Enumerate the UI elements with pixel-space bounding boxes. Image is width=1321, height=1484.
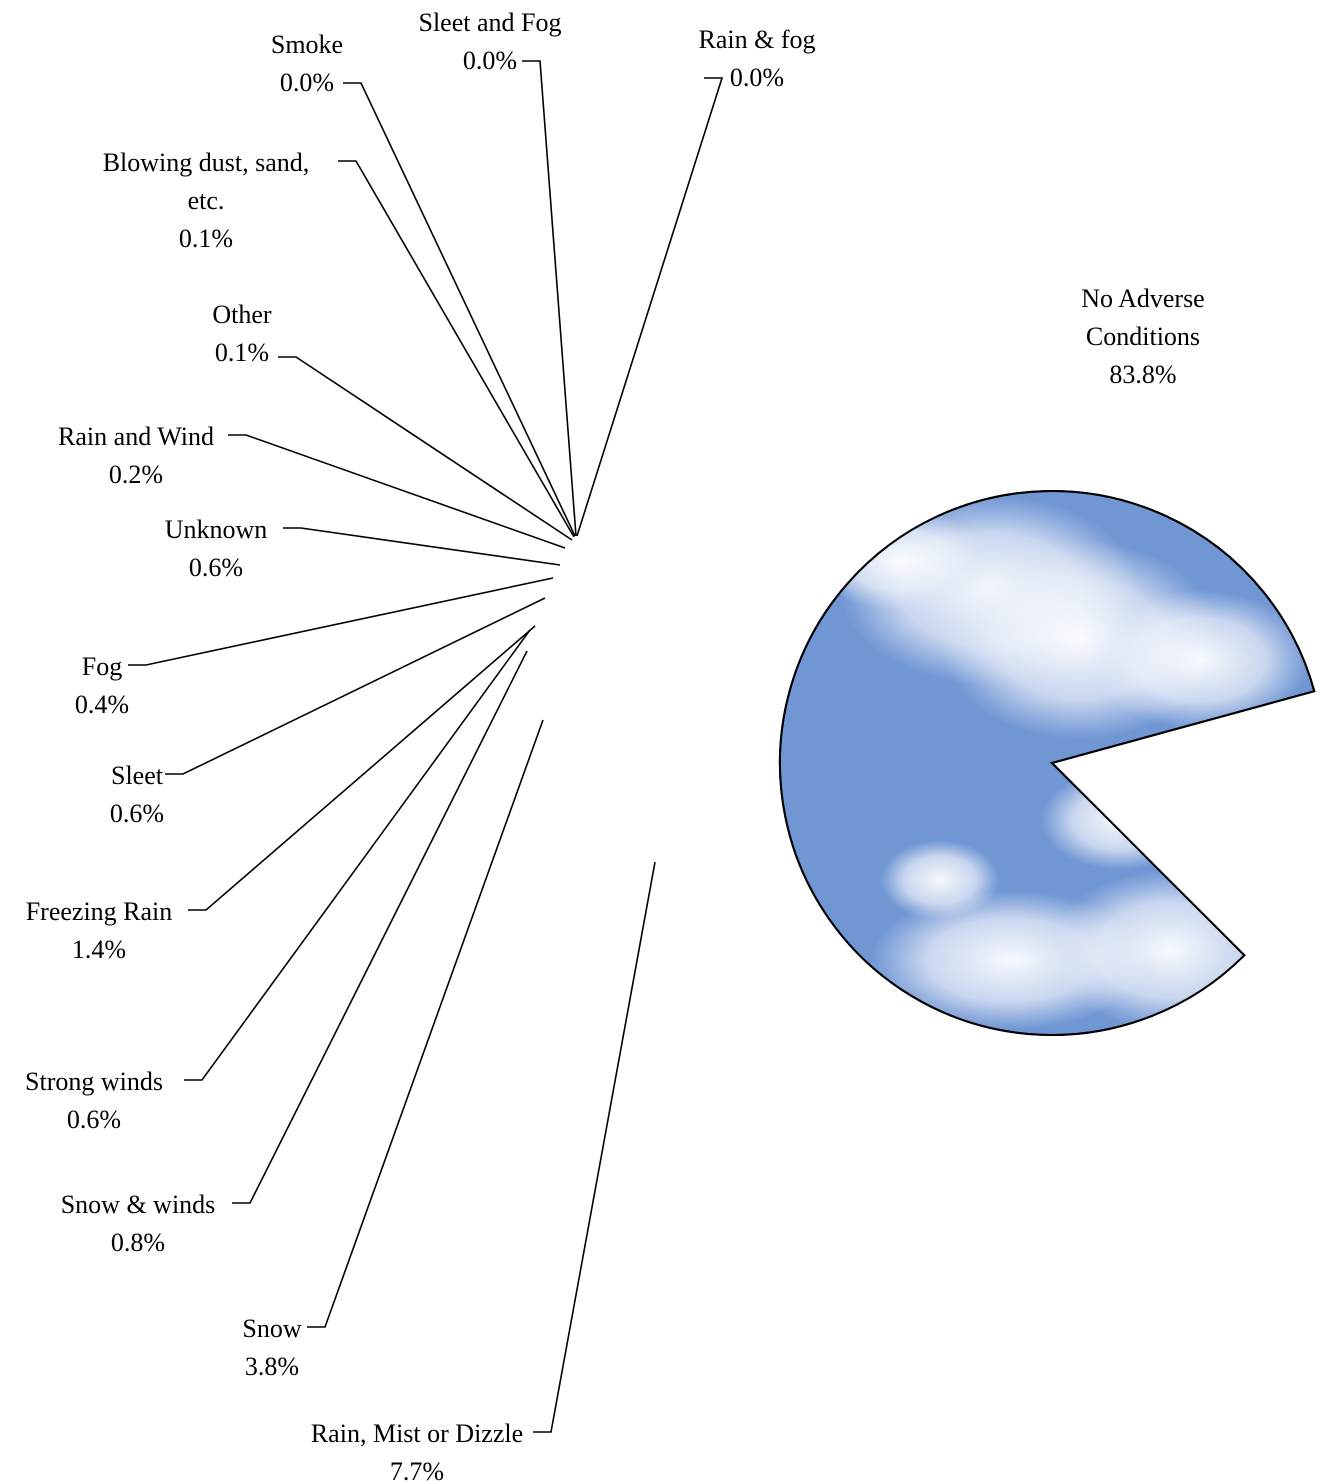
leader-line-other bbox=[278, 356, 573, 541]
leader-line-smoke bbox=[343, 82, 576, 537]
leader-line-sleet-and-fog bbox=[522, 60, 577, 537]
data-label-name: Smoke bbox=[271, 30, 343, 59]
data-label-name: Unknown bbox=[165, 515, 268, 544]
data-label-name: Rain & fog bbox=[699, 25, 816, 54]
leader-line-snow-winds bbox=[232, 650, 528, 1204]
data-label-name: Other bbox=[212, 300, 272, 329]
data-label-value: 0.0% bbox=[730, 63, 784, 92]
data-label-name: Freezing Rain bbox=[26, 897, 173, 926]
data-label-value: 0.0% bbox=[280, 68, 334, 97]
leader-line-freezing-rain bbox=[188, 625, 536, 911]
data-label-rain-mist-or-dizzle: Rain, Mist or Dizzle 7.7% bbox=[311, 1419, 523, 1484]
data-label-other: Other 0.1% bbox=[212, 300, 272, 367]
data-label-snow-winds: Snow & winds 0.8% bbox=[61, 1190, 216, 1257]
data-label-sleet-and-fog: Sleet and Fog 0.0% bbox=[419, 8, 562, 75]
data-label-rain-fog: Rain & fog 0.0% bbox=[699, 25, 816, 92]
data-label-name: No Adverse bbox=[1081, 284, 1204, 313]
leader-line-rain-mist-or-dizzle bbox=[533, 861, 656, 1433]
data-label-name: Strong winds bbox=[25, 1067, 163, 1096]
data-label-strong-winds: Strong winds 0.6% bbox=[25, 1067, 163, 1134]
data-label-name: Fog bbox=[82, 652, 122, 681]
leader-line-strong-winds bbox=[184, 629, 531, 1081]
outline-layer bbox=[778, 489, 1316, 1036]
data-label-name: Conditions bbox=[1086, 322, 1200, 351]
leader-line-snow bbox=[307, 719, 544, 1328]
data-label-value: 0.6% bbox=[110, 799, 164, 828]
data-label-value: 0.0% bbox=[463, 46, 517, 75]
leader-line-rain-fog bbox=[576, 77, 724, 537]
data-label-value: 1.4% bbox=[72, 935, 126, 964]
data-label-value: 0.2% bbox=[109, 460, 163, 489]
data-label-rain-and-wind: Rain and Wind 0.2% bbox=[58, 422, 214, 489]
data-label-value: 0.1% bbox=[215, 338, 269, 367]
data-label-unknown: Unknown 0.6% bbox=[165, 515, 268, 582]
data-label-value: 0.4% bbox=[75, 690, 129, 719]
data-label-value: 3.8% bbox=[245, 1352, 299, 1381]
data-label-blowing-dust-sand-etc: Blowing dust, sand, etc. 0.1% bbox=[103, 148, 310, 253]
thunderstorm-picture bbox=[1186, 699, 1321, 872]
data-label-sleet: Sleet 0.6% bbox=[110, 761, 164, 828]
slice-outline-no-adverse-conditions bbox=[778, 489, 1316, 1036]
data-label-freezing-rain: Freezing Rain 1.4% bbox=[26, 897, 173, 964]
data-label-snow: Snow 3.8% bbox=[242, 1314, 301, 1381]
data-label-value: 0.8% bbox=[111, 1228, 165, 1257]
data-label-name: etc. bbox=[188, 186, 225, 215]
data-label-name: Rain and Wind bbox=[58, 422, 214, 451]
data-label-name: Sleet bbox=[111, 761, 164, 790]
data-label-name: Blowing dust, sand, bbox=[103, 148, 310, 177]
leader-line-blowing-dust-sand-etc bbox=[338, 160, 575, 538]
leader-line-rain-and-wind bbox=[228, 434, 566, 549]
data-label-name: Rain, Mist or Dizzle bbox=[311, 1419, 523, 1448]
data-label-value: 7.7% bbox=[390, 1457, 444, 1484]
data-label-fog: Fog 0.4% bbox=[75, 652, 129, 719]
data-label-name: Snow bbox=[242, 1314, 301, 1343]
leader-line-fog bbox=[128, 577, 554, 666]
data-label-value: 0.1% bbox=[179, 224, 233, 253]
data-label-value: 0.6% bbox=[67, 1105, 121, 1134]
data-label-name: Snow & winds bbox=[61, 1190, 216, 1219]
data-label-name: Sleet and Fog bbox=[419, 8, 562, 37]
leader-line-sleet bbox=[165, 597, 546, 775]
leader-line-unknown bbox=[283, 527, 561, 566]
data-label-value: 0.6% bbox=[189, 553, 243, 582]
leader-lines bbox=[128, 60, 724, 1433]
data-label-smoke: Smoke 0.0% bbox=[271, 30, 343, 97]
data-label-value: 83.8% bbox=[1109, 360, 1176, 389]
data-label-no-adverse-conditions: No Adverse Conditions 83.8% bbox=[1081, 284, 1204, 389]
data-labels: No Adverse Conditions 83.8% Rain, Mist or D… bbox=[25, 8, 1205, 1484]
